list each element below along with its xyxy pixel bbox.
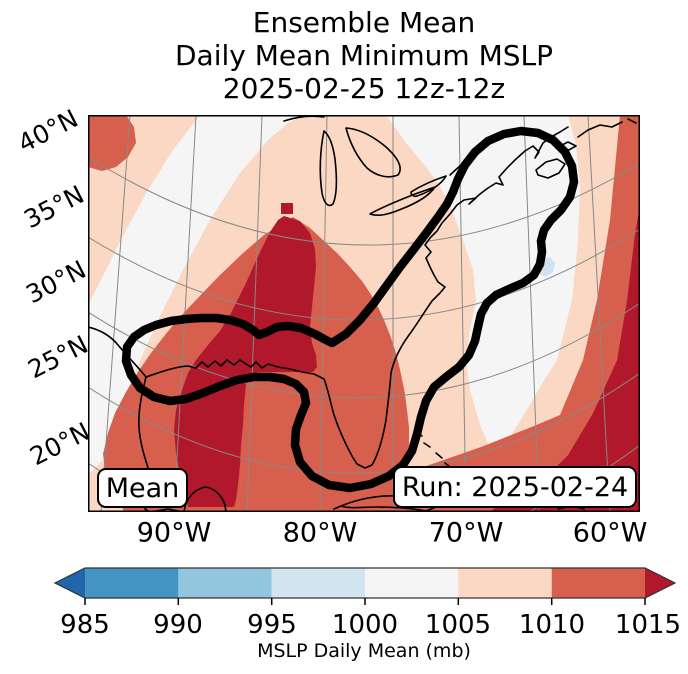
coastline-nova-scotia [535,158,566,179]
coastline-gulf-eastcoast [88,126,569,469]
colorbar-label-1010: 1010 [518,610,586,640]
filled-contour-regions [88,115,640,512]
title-line-1: Ensemble Mean [252,6,476,39]
coastline-gulf-st-lawrence [577,118,637,138]
colorbar-label-1000: 1000 [331,610,399,640]
colorbar-seg-995-1000 [271,568,366,598]
y-tick-40n: 40°N [13,103,83,159]
meridian-60w [587,115,611,512]
x-tick-80w: 80°W [282,517,358,549]
title-line-2: Daily Mean Minimum MSLP [174,39,553,72]
parallel-30n [88,302,640,399]
y-tick-30n: 30°N [21,254,91,310]
lake-ontario [410,175,447,198]
y-tick-20n: 20°N [25,416,95,472]
colorbar-seg-1005-1010 [458,568,552,598]
colorbar-label-995: 995 [247,610,297,640]
colorbar-segments [55,568,675,598]
map-border [88,115,640,512]
mean-annotation-box: Mean [97,468,188,508]
mslp-map [88,115,640,512]
colorbar-under-arrow [55,568,85,598]
x-tick-70w: 70°W [428,517,504,549]
lake-erie [369,186,436,217]
meridian-65w [523,115,540,512]
colorbar-seg-1000-1005 [365,568,459,598]
region-white-atlantic [386,115,580,455]
coastline-bahamas [417,432,451,468]
colorbar-label-985: 985 [60,610,110,640]
meridian-80w [319,115,328,512]
region-salmon-topleft [88,115,136,171]
region-darkred-speck [281,203,293,214]
colorbar-over-arrow [645,568,675,598]
colorbar-label-1015: 1015 [614,610,682,640]
run-annotation-label: Run: 2025-02-24 [401,471,629,503]
lake-superior-edge [283,115,325,122]
run-annotation-box: Run: 2025-02-24 [393,466,637,508]
region-darkred-southeast [488,205,640,512]
colorbar-caption: MSLP Daily Mean (mb) [0,640,688,662]
colorbar-caption-text: MSLP Daily Mean (mb) [257,640,471,662]
figure-title: Ensemble Mean Daily Mean Minimum MSLP 20… [40,6,688,105]
meridian-90w [173,115,197,512]
y-tick-35n: 35°N [19,179,89,235]
parallel-25n [88,372,640,474]
x-tick-90w: 90°W [136,517,212,549]
colorbar-seg-990-995 [178,568,272,598]
region-darkred-gulf [174,216,317,507]
colorbar-ticks [84,598,646,605]
graticule [88,115,640,512]
colorbar-label-1005: 1005 [424,610,492,640]
title-line-3: 2025-02-25 12z-12z [222,72,506,105]
lake-huron [345,127,401,178]
meridian-85w [246,115,263,512]
mean-annotation-label: Mean [105,472,180,504]
coastline-cuba [333,495,435,512]
region-white-nw-band [88,115,303,475]
lake-michigan [319,130,338,207]
colorbar-seg-985-990 [85,568,179,598]
x-tick-60w: 60°W [572,517,648,549]
colorbar-label-990: 990 [153,610,203,640]
colorbar-seg-1010-1015 [551,568,646,598]
colorbar [53,567,677,605]
ensemble-contour-outline [121,126,579,493]
y-tick-25n: 25°N [23,329,93,385]
meridian-95w [100,115,131,512]
